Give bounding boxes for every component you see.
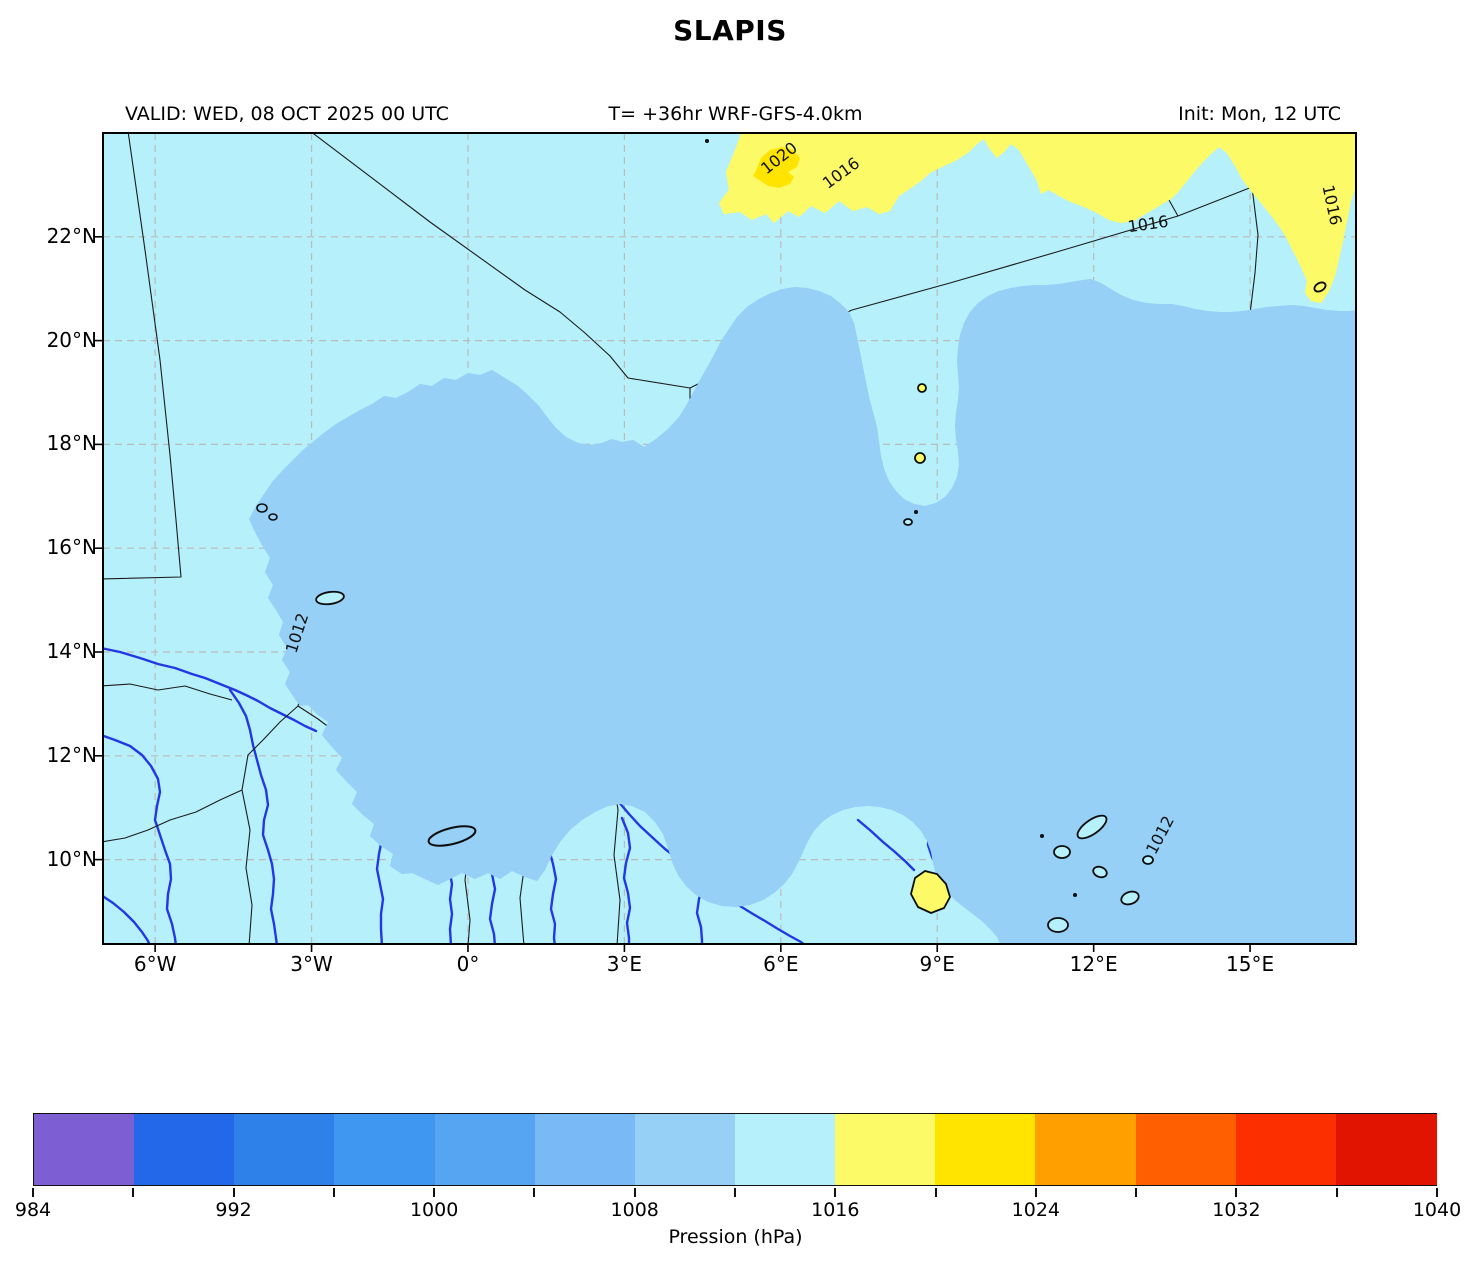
closed-contour bbox=[1142, 855, 1154, 865]
closed-contour-patches bbox=[256, 139, 1154, 933]
river bbox=[228, 688, 278, 944]
colorbar-tick bbox=[934, 1188, 937, 1197]
colorbar-tick bbox=[1235, 1188, 1238, 1197]
axis-tick-marks bbox=[95, 236, 1251, 952]
colorbar-tick bbox=[633, 1188, 636, 1197]
river bbox=[103, 647, 318, 733]
colorbar-tick-label: 1000 bbox=[409, 1199, 459, 1221]
colorbar-tick bbox=[232, 1188, 235, 1197]
colorbar-tick-label: 984 bbox=[14, 1199, 52, 1221]
colorbar-segment-1036-1040 bbox=[1335, 1114, 1437, 1185]
map-frame bbox=[102, 132, 1357, 945]
colorbar-segment-1028-1032 bbox=[1135, 1114, 1237, 1185]
forecast-model-label: T= +36hr WRF-GFS-4.0km bbox=[608, 103, 863, 125]
colorbar-segment-988-992 bbox=[134, 1114, 235, 1185]
island-dot bbox=[1073, 893, 1077, 897]
colorbar-ticks: 984 992 1000 1008 1016 1024 1032 1040 bbox=[15, 1186, 1461, 1246]
colorbar-segment-1024-1028 bbox=[1035, 1114, 1137, 1185]
colorbar-segments bbox=[34, 1114, 1437, 1185]
country-border bbox=[103, 133, 182, 580]
colorbar-segment-984-988 bbox=[34, 1114, 135, 1185]
closed-contour bbox=[1047, 917, 1069, 933]
colorbar-segment-1020-1024 bbox=[935, 1114, 1037, 1185]
page-title: SLAPIS bbox=[673, 14, 787, 47]
closed-contour bbox=[1120, 890, 1140, 906]
lake-outline bbox=[427, 825, 477, 847]
colorbar-segment-1004-1008 bbox=[534, 1114, 636, 1185]
colorbar-segment-1008-1012 bbox=[634, 1114, 736, 1185]
river bbox=[103, 894, 151, 944]
small-island bbox=[268, 513, 278, 521]
country-border bbox=[103, 789, 243, 843]
river bbox=[620, 816, 632, 944]
colorbar-tick bbox=[1034, 1188, 1037, 1197]
closed-contour bbox=[1076, 814, 1108, 840]
island-dot bbox=[1040, 834, 1044, 838]
colorbar-tick bbox=[32, 1188, 34, 1197]
yellow-spot bbox=[910, 870, 951, 914]
small-island bbox=[256, 503, 268, 513]
colorbar-tick bbox=[332, 1188, 335, 1197]
colorbar-segment-1012-1016 bbox=[735, 1114, 836, 1185]
colorbar-tick-label: 1008 bbox=[610, 1199, 659, 1221]
closed-contour bbox=[315, 590, 345, 606]
colorbar-tick bbox=[734, 1188, 736, 1197]
colorbar-tick bbox=[132, 1188, 135, 1197]
colorbar-segment-992-996 bbox=[234, 1114, 336, 1185]
init-time-label: Init: Mon, 12 UTC bbox=[1178, 103, 1341, 125]
colorbar-segment-1016-1020 bbox=[835, 1114, 936, 1185]
colorbar-tick bbox=[433, 1188, 436, 1197]
island-dot bbox=[914, 510, 918, 514]
yellow-spot bbox=[1313, 281, 1327, 293]
colorbar-tick bbox=[834, 1188, 837, 1197]
colorbar-tick-label: 992 bbox=[215, 1199, 252, 1221]
yellow-spot bbox=[917, 383, 927, 393]
country-border bbox=[103, 683, 233, 701]
colorbar-segment-996-1000 bbox=[334, 1114, 436, 1185]
colorbar-segment-1032-1036 bbox=[1235, 1114, 1337, 1185]
closed-contour bbox=[903, 518, 913, 526]
valid-time-label: VALID: WED, 08 OCT 2025 00 UTC bbox=[125, 103, 449, 125]
colorbar-tick-label: 1040 bbox=[1412, 1199, 1462, 1221]
closed-contour bbox=[1053, 845, 1071, 859]
closed-contour bbox=[1092, 865, 1108, 879]
colorbar-tick-label: 1016 bbox=[811, 1199, 860, 1221]
colorbar bbox=[33, 1113, 1437, 1186]
colorbar-tick bbox=[1135, 1188, 1138, 1197]
colorbar-segment-1000-1004 bbox=[434, 1114, 536, 1185]
country-border bbox=[311, 133, 691, 389]
isobar-1016-spots bbox=[910, 281, 1327, 914]
colorbar-tick-label: 1024 bbox=[1011, 1199, 1061, 1221]
river bbox=[856, 818, 916, 872]
island-dot bbox=[705, 139, 709, 143]
colorbar-tick-label: 1032 bbox=[1212, 1199, 1261, 1221]
colorbar-tick bbox=[533, 1188, 536, 1197]
river bbox=[103, 734, 177, 944]
yellow-spot bbox=[914, 452, 926, 464]
colorbar-tick bbox=[1335, 1188, 1338, 1197]
colorbar-tick bbox=[1436, 1188, 1438, 1197]
colorbar-axis-label: Pression (hPa) bbox=[668, 1226, 803, 1248]
